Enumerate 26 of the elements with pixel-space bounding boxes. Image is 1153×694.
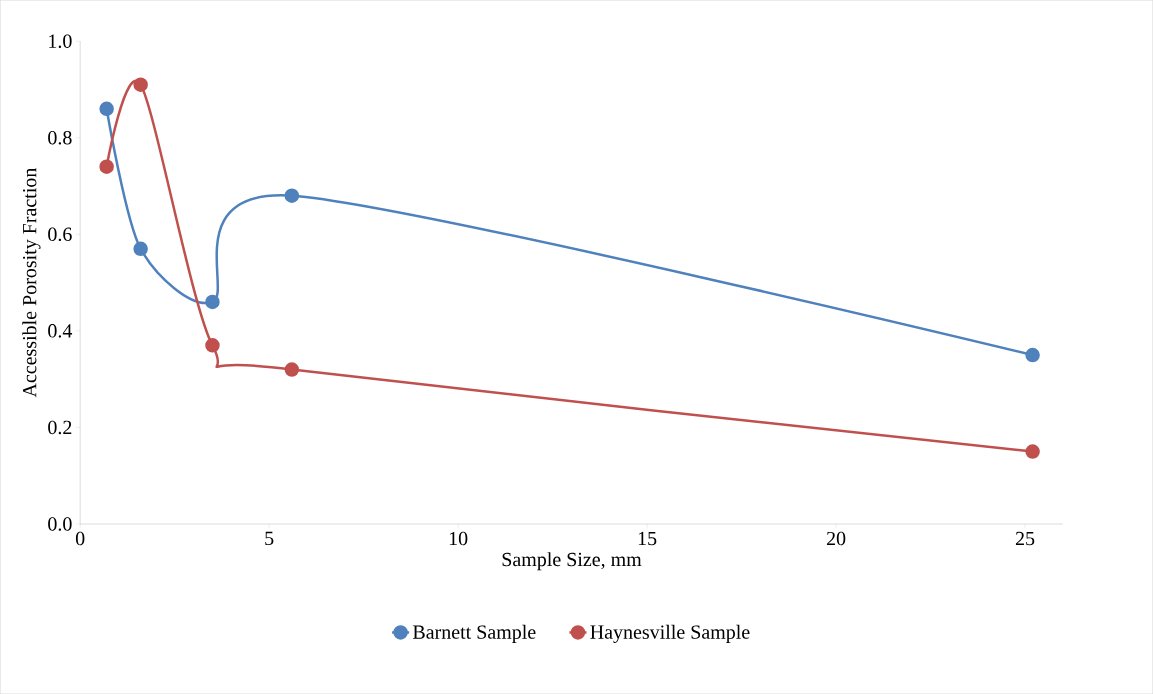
point [205,338,220,353]
legend-label: Barnett Sample [412,624,536,643]
point [133,77,148,92]
legend-label: Haynesville Sample [590,624,750,643]
x-tick-label: 25 [1015,531,1035,546]
x-tick-label: 10 [449,531,468,546]
y-tick-label: 0.4 [48,324,73,338]
y-tick-label: 0.8 [48,130,72,145]
point [99,101,114,116]
point [99,159,114,174]
x-tick-label: 15 [638,531,657,546]
point [284,362,300,377]
y-axis-title: Accessible Porosity Fraction [22,167,41,398]
y-tick-label: 0.6 [48,227,72,242]
y-tick-label: 0.2 [48,420,72,435]
point [133,241,148,256]
point [1025,444,1040,459]
point [205,294,220,310]
x-tick-label: 20 [826,531,846,546]
x-axis-title: Sample Size, mm [502,552,642,571]
point [1025,347,1040,363]
x-tick-label: 5 [265,531,274,546]
x-tick-label: 0 [75,531,85,546]
y-tick-label: 1.0 [49,34,72,48]
point [284,188,300,203]
y-tick-label: 0.0 [48,517,72,531]
